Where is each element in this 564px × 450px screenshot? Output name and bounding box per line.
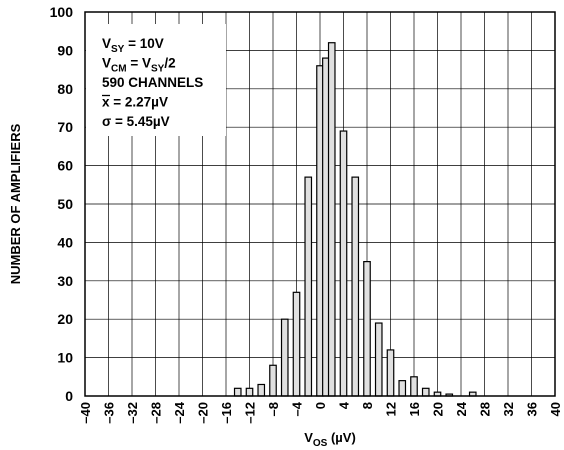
bar — [398, 380, 407, 397]
y-tick-label: 0 — [65, 388, 73, 404]
y-tick-label: 40 — [57, 234, 73, 250]
y-tick-label: 10 — [57, 350, 73, 366]
x-tick-label: 4 — [337, 401, 352, 409]
x-tick-label: –8 — [266, 402, 281, 416]
x-tick-label: 12 — [384, 402, 399, 416]
y-tick-label: 100 — [50, 4, 74, 20]
bar — [339, 130, 348, 397]
bar — [363, 261, 371, 397]
x-tick-label: 36 — [525, 402, 540, 416]
x-tick-label: 40 — [548, 402, 563, 416]
x-tick-label: 0 — [313, 402, 328, 409]
x-tick-label: –4 — [290, 401, 305, 416]
x-tick-label: 28 — [478, 402, 493, 416]
annotation-line: 590 CHANNELS — [102, 75, 203, 90]
x-tick-label: –16 — [219, 402, 234, 424]
x-tick-label: –24 — [172, 401, 187, 423]
x-tick-label: –40 — [78, 402, 93, 424]
x-tick-labels: –40 –36 –32 –28 –24 –20 –16 –12 –8 –4 0 4 8 12 16 20 24 2… — [78, 401, 563, 423]
bar — [327, 42, 336, 397]
y-tick-label: 70 — [57, 119, 73, 135]
x-tick-label: 8 — [360, 402, 375, 409]
bar — [386, 349, 395, 397]
bar — [351, 176, 360, 397]
y-axis-label: NUMBER OF AMPLIFIERS — [8, 123, 23, 284]
bar — [374, 322, 383, 397]
x-axis-label: VOS (µV) — [304, 430, 356, 449]
y-tick-label: 20 — [57, 311, 73, 327]
bar — [421, 387, 430, 397]
annotation-line: x = 2.27µV — [102, 95, 168, 110]
x-tick-label: –36 — [102, 402, 117, 424]
x-tick-label: 16 — [407, 402, 422, 416]
y-tick-label: 90 — [57, 42, 73, 58]
plot-frame — [84, 11, 556, 397]
y-tick-labels: 0 10 20 30 40 50 60 70 80 90 100 — [50, 4, 74, 404]
bar — [257, 383, 266, 397]
x-tick-label: –20 — [196, 402, 211, 424]
y-tick-label: 60 — [57, 158, 73, 174]
x-tick-label: –32 — [125, 402, 140, 424]
bar — [245, 387, 254, 397]
bar — [280, 318, 289, 397]
annotation-background — [86, 24, 226, 136]
y-tick-label: 80 — [57, 81, 73, 97]
x-tick-label: 24 — [454, 401, 469, 416]
bar — [233, 387, 242, 397]
y-tick-label: 50 — [57, 196, 73, 212]
bar — [304, 176, 313, 397]
x-tick-label: –12 — [243, 402, 258, 424]
bar — [292, 291, 301, 397]
annotation-line: σ = 5.45µV — [102, 114, 170, 129]
bar — [410, 376, 418, 397]
bar — [269, 364, 277, 397]
bars — [233, 42, 477, 397]
x-tick-label: 32 — [501, 402, 516, 416]
x-tick-label: 20 — [431, 402, 446, 416]
y-tick-label: 30 — [57, 273, 73, 289]
x-tick-label: –28 — [149, 402, 164, 424]
